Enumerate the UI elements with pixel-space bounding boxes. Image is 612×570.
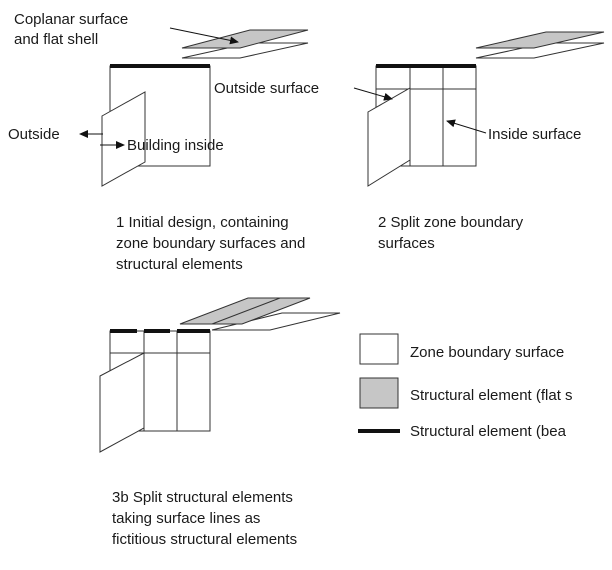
panel-split-structural-elements: 3b Split structural elements taking surf…	[99, 297, 341, 548]
label-outside-surface: Outside surface	[214, 80, 319, 97]
legend: Zone boundary surface Structural element…	[358, 333, 573, 440]
caption-step3b-line2: taking surface lines as	[112, 510, 260, 527]
outside-surface-arrow	[353, 87, 393, 101]
coplanar-surface-lower	[211, 312, 341, 331]
caption-step1-line2: zone boundary surfaces and	[116, 235, 305, 252]
legend-swatch-zone-boundary	[359, 333, 399, 365]
outside-wall-plane	[101, 91, 146, 187]
label-coplanar-line1: Coplanar surface	[14, 11, 128, 28]
caption-step1-line3: structural elements	[116, 256, 243, 273]
caption-step3b-line3: fictitious structural elements	[112, 531, 297, 548]
label-inside-surface: Inside surface	[488, 126, 581, 143]
label-outside: Outside	[8, 126, 60, 143]
legend-label-zone-boundary: Zone boundary surface	[410, 344, 564, 361]
label-building-inside: Building inside	[127, 137, 224, 154]
caption-step1-line1: 1 Initial design, containing	[116, 214, 289, 231]
inside-surface-arrow	[446, 119, 487, 134]
outside-wall-plane	[367, 87, 411, 187]
shell-split-line	[211, 297, 281, 325]
outside-wall-plane	[99, 352, 145, 453]
panel-split-zone-boundary: Outside surface Inside surface 2 Split z…	[214, 31, 605, 252]
legend-label-structural-beam: Structural element (bea	[410, 423, 567, 440]
legend-swatch-structural-flat	[359, 377, 399, 409]
coplanar-arrow	[169, 27, 239, 45]
caption-step2-line2: surfaces	[378, 235, 435, 252]
label-coplanar-line2: and flat shell	[14, 31, 98, 48]
flat-shell-upper	[181, 29, 309, 49]
legend-label-structural-flat: Structural element (flat s	[410, 387, 573, 404]
panel-initial-design: Coplanar surface and flat shell Outside …	[8, 11, 309, 273]
caption-step3b-line1: 3b Split structural elements	[112, 489, 293, 506]
caption-step2-line1: 2 Split zone boundary	[378, 214, 524, 231]
flat-shell-upper	[475, 31, 605, 49]
